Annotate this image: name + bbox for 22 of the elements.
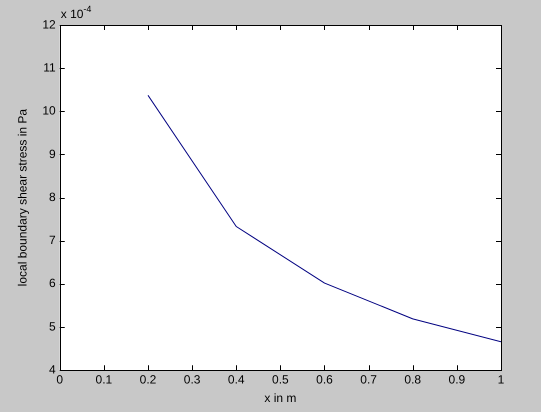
x-tick-label: 1 bbox=[498, 372, 505, 387]
y-tick-label: 9 bbox=[49, 146, 56, 161]
x-tick-label: 0.3 bbox=[184, 372, 201, 387]
y-axis-title: local boundary shear stress in Pa bbox=[16, 108, 30, 286]
x-tick-label: 0.6 bbox=[316, 372, 334, 387]
x-tick-label: 0.9 bbox=[448, 372, 466, 387]
x-tick-label: 0.4 bbox=[228, 372, 245, 387]
x-axis-title: x in m bbox=[264, 391, 296, 406]
y-tick-label: 4 bbox=[49, 362, 56, 377]
y-tick-label: 12 bbox=[42, 17, 56, 32]
y-tick-label: 7 bbox=[49, 233, 56, 248]
y-tick-label: 5 bbox=[49, 319, 56, 334]
x-tick-label: 0.7 bbox=[360, 372, 378, 387]
y-tick-label: 8 bbox=[49, 190, 56, 204]
x-tick-label: 0.8 bbox=[404, 372, 422, 387]
y-tick-label: 10 bbox=[42, 104, 56, 118]
x-tick-label: 0.1 bbox=[96, 372, 113, 387]
x-tick-label: 0 bbox=[56, 372, 64, 387]
y-tick-label: 11 bbox=[43, 60, 56, 74]
y-tick-label: 6 bbox=[49, 276, 56, 290]
x-tick-label: 0.2 bbox=[140, 372, 157, 387]
x-tick-label: 0.5 bbox=[272, 372, 290, 387]
